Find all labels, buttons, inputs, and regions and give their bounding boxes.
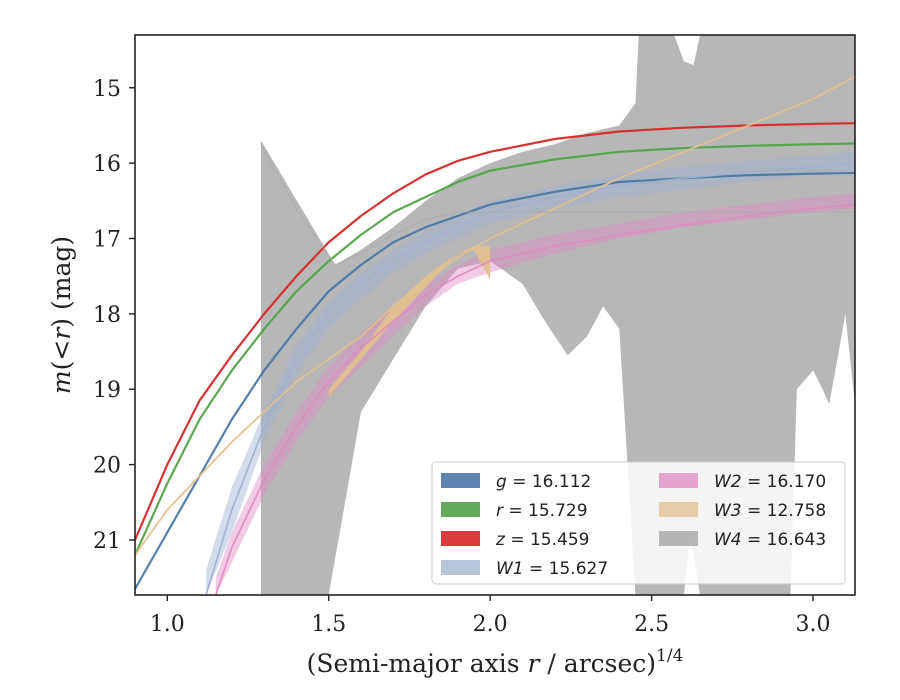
x-tick-label: 1.5: [311, 612, 346, 637]
x-tick-label: 1.0: [150, 612, 185, 637]
legend-label-g: g = 16.112: [496, 472, 591, 492]
legend-swatch-w2: [659, 473, 698, 488]
legend-label-z: z = 15.459: [495, 530, 589, 550]
legend-swatch-g: [441, 473, 480, 488]
legend-box: [431, 461, 846, 585]
legend-swatch-w3: [659, 502, 698, 517]
band-w4: [260, 35, 855, 595]
legend-label-w3: W3 = 12.758: [714, 501, 826, 521]
legend-swatch-r: [441, 502, 480, 517]
legend-swatch-w4: [659, 531, 698, 546]
x-tick-label: 3.0: [796, 612, 831, 637]
series-lines: [135, 75, 855, 595]
plot-frame: [134, 34, 856, 596]
series-line-w3: [135, 75, 855, 556]
x-tick-label: 2.0: [473, 612, 508, 637]
y-tick-label: 19: [93, 378, 121, 403]
x-tick-label: 2.5: [634, 612, 669, 637]
y-tick-label: 21: [93, 529, 121, 554]
y-tick-label: 18: [93, 303, 121, 328]
legend-label-w2: W2 = 16.170: [714, 472, 826, 492]
y-tick-label: 20: [93, 454, 121, 479]
uncertainty-bands: [206, 35, 855, 595]
legend-label-w1: W1 = 15.627: [496, 559, 608, 579]
y-tick-label: 17: [93, 227, 121, 252]
legend: g = 16.112 r = 15.729 z = 15.459 W1 = 15.62…: [431, 461, 846, 585]
y-axis-label: m(<r) (mag): [47, 236, 76, 394]
x-axis-label: (Semi-major axis r / arcsec)1/4: [307, 646, 684, 678]
legend-label-r: r = 15.729: [496, 501, 588, 521]
series-line-w2: [214, 203, 855, 595]
series-line-w4: [260, 143, 855, 266]
y-axis: 15 16 17 18 19 20 21: [93, 77, 135, 554]
legend-swatch-w1: [441, 560, 480, 575]
legend-swatch-z: [441, 531, 480, 546]
y-tick-label: 15: [93, 77, 121, 102]
legend-label-w4: W4 = 16.643: [714, 530, 826, 550]
series-line-z: [135, 122, 855, 541]
series-line-w1: [205, 162, 855, 595]
x-axis: 1.0 1.5 2.0 2.5 3.0: [150, 595, 831, 637]
y-tick-label: 16: [93, 152, 121, 177]
